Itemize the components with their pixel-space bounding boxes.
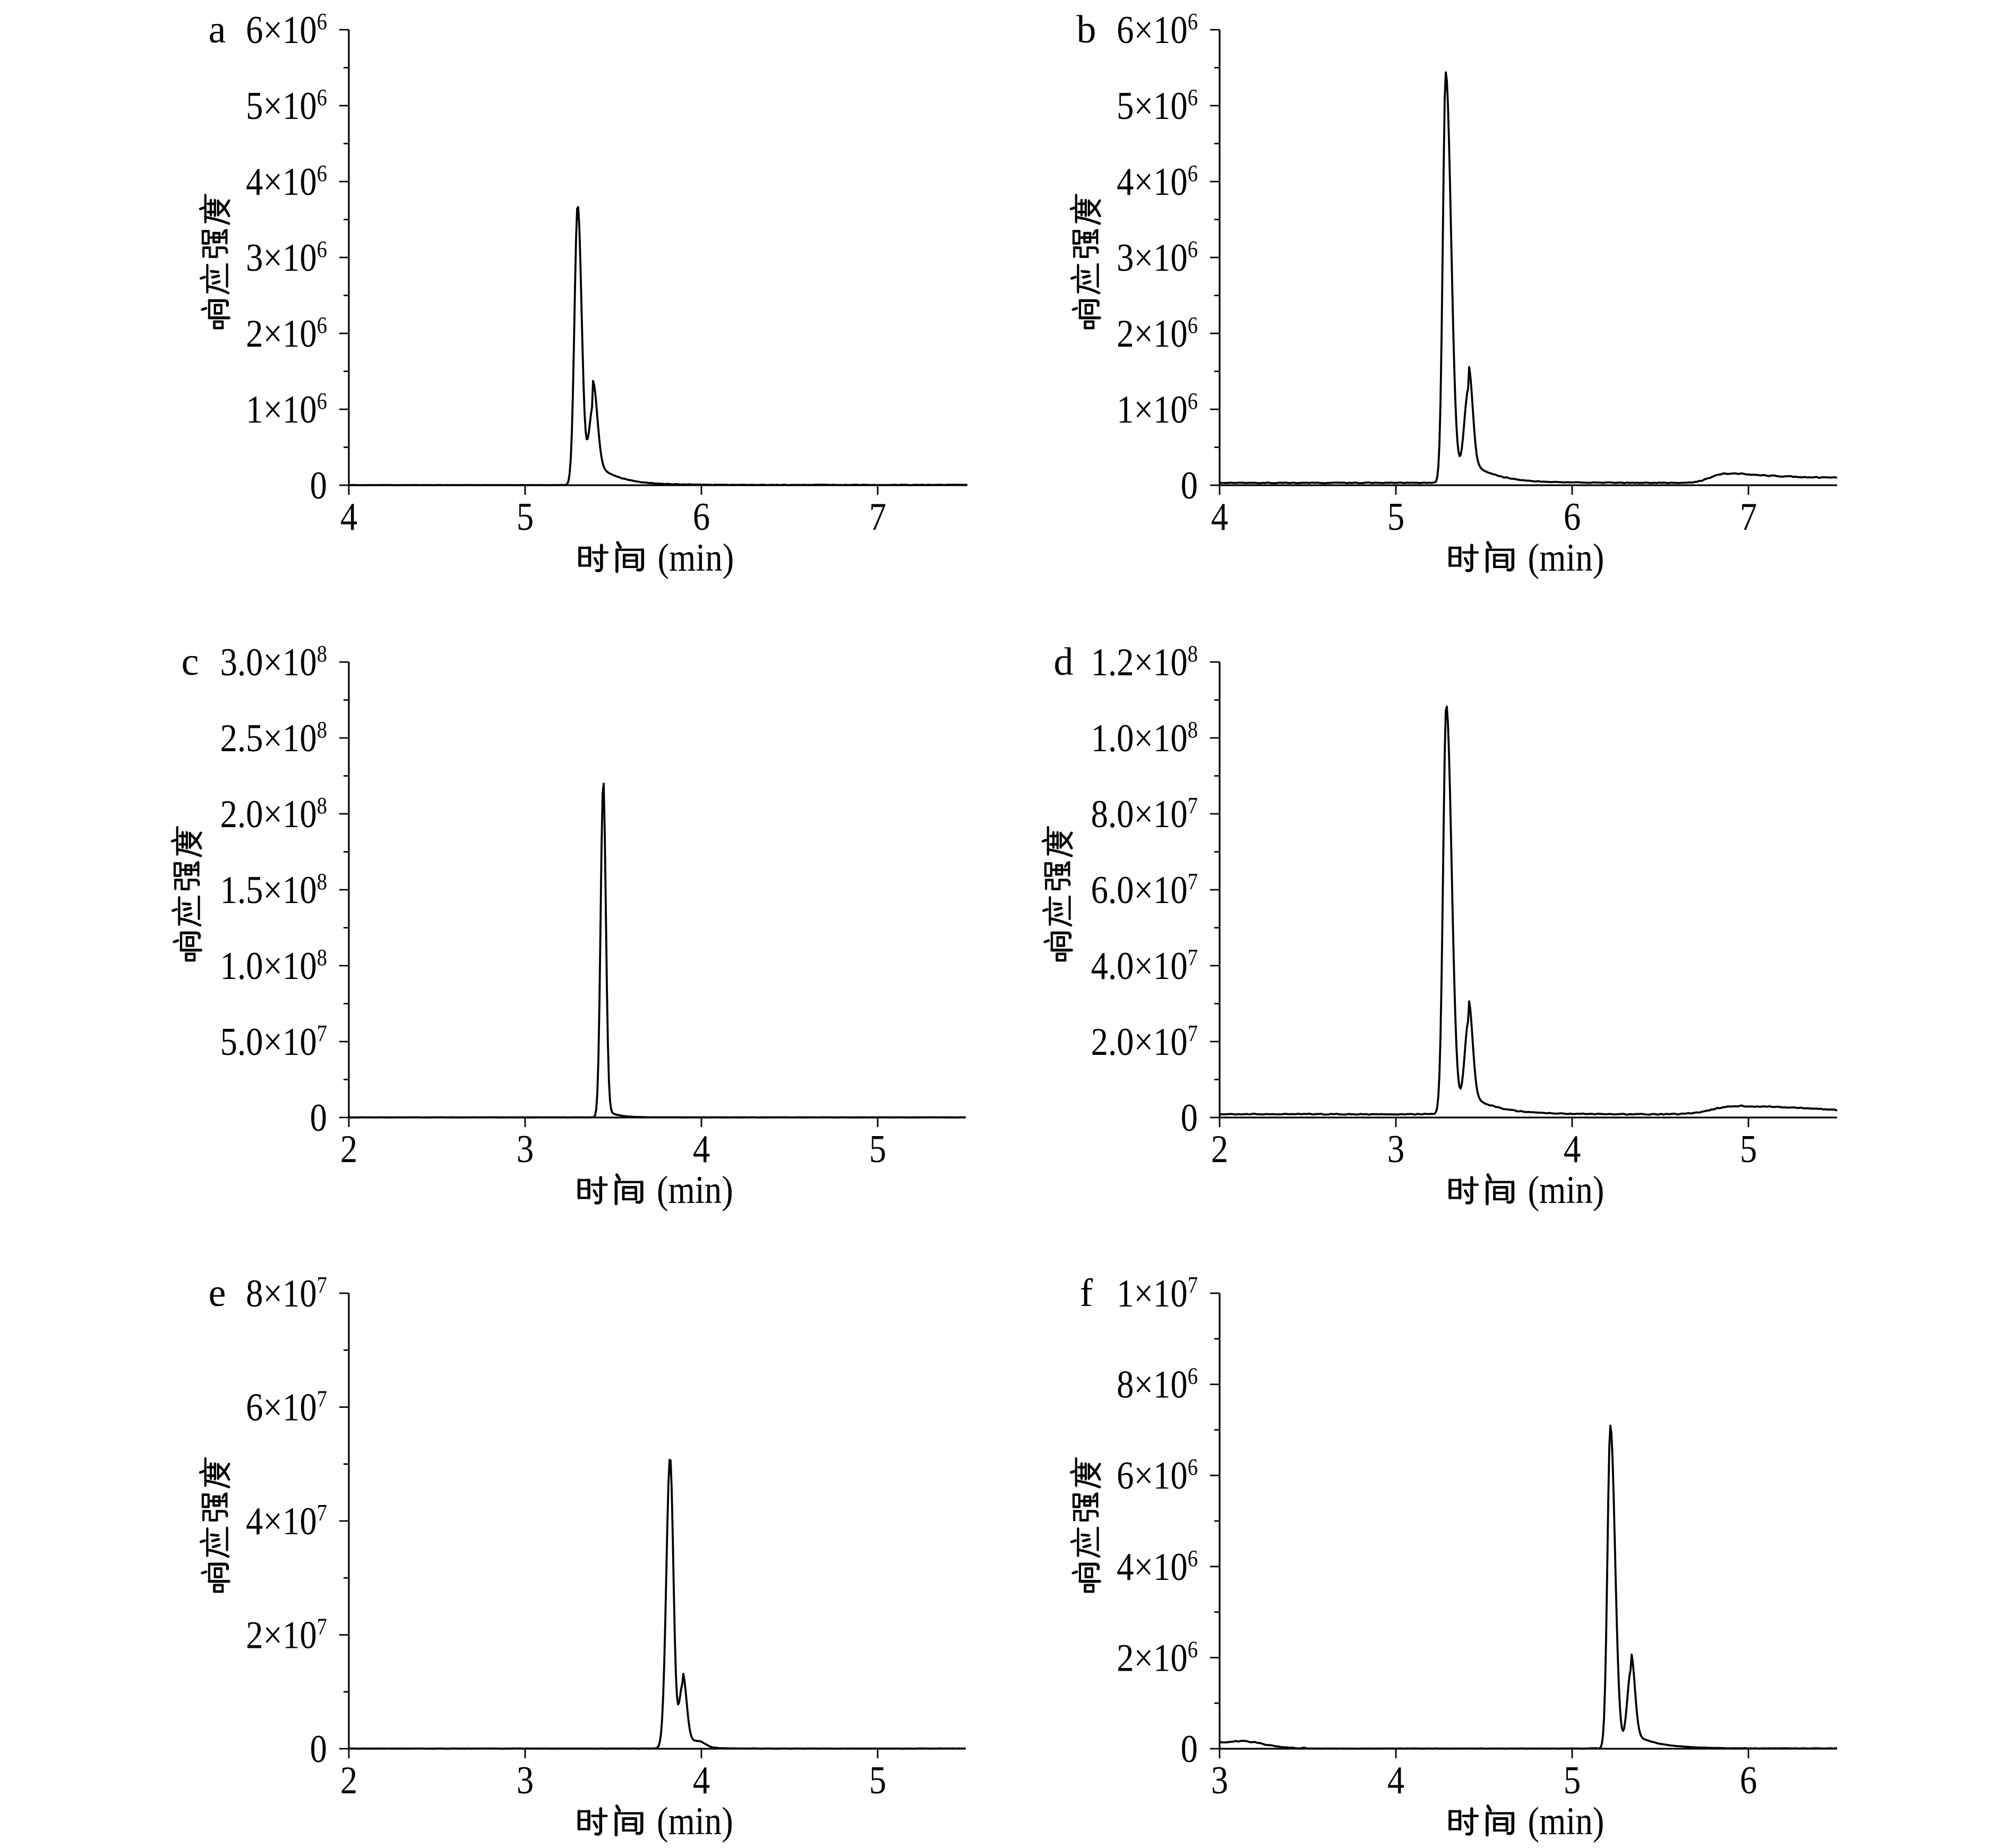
svg-text:(min): (min) <box>657 1168 733 1212</box>
svg-text:(min): (min) <box>1528 1800 1605 1843</box>
svg-text:1×106: 1×106 <box>1117 388 1198 432</box>
svg-text:4×106: 4×106 <box>1117 160 1198 204</box>
svg-text:5: 5 <box>869 1128 886 1171</box>
svg-text:5: 5 <box>1387 495 1404 539</box>
svg-text:8×107: 8×107 <box>246 1272 327 1316</box>
svg-text:(min): (min) <box>1528 536 1605 580</box>
svg-text:3×106: 3×106 <box>1117 236 1198 280</box>
svg-text:1.5×108: 1.5×108 <box>220 869 327 912</box>
svg-text:2.0×108: 2.0×108 <box>220 793 327 836</box>
svg-text:2.5×108: 2.5×108 <box>220 717 327 760</box>
svg-text:0: 0 <box>1181 1096 1198 1140</box>
svg-text:2.0×107: 2.0×107 <box>1091 1020 1198 1064</box>
svg-text:3: 3 <box>1211 1759 1228 1802</box>
svg-text:6: 6 <box>1740 1759 1757 1802</box>
svg-text:(min): (min) <box>657 1800 733 1843</box>
svg-text:4: 4 <box>1211 495 1228 539</box>
svg-text:5×106: 5×106 <box>246 84 327 128</box>
svg-text:6×106: 6×106 <box>246 8 327 52</box>
svg-text:6×106: 6×106 <box>1117 1454 1198 1498</box>
svg-text:5: 5 <box>1564 1759 1581 1802</box>
svg-text:2: 2 <box>1211 1128 1228 1171</box>
svg-text:1.2×108: 1.2×108 <box>1091 641 1198 684</box>
svg-text:2×106: 2×106 <box>1117 1636 1198 1680</box>
svg-text:b: b <box>1077 8 1096 51</box>
svg-text:7: 7 <box>869 495 886 539</box>
svg-text:8.0×107: 8.0×107 <box>1091 793 1198 836</box>
svg-text:0: 0 <box>310 1727 327 1771</box>
svg-text:4: 4 <box>1564 1128 1581 1171</box>
svg-text:7: 7 <box>1740 495 1757 539</box>
svg-text:(min): (min) <box>658 536 734 580</box>
svg-text:8×106: 8×106 <box>1117 1363 1198 1406</box>
svg-text:4×107: 4×107 <box>246 1500 327 1543</box>
svg-text:0: 0 <box>1181 1727 1198 1771</box>
svg-text:2: 2 <box>340 1128 357 1171</box>
svg-text:0: 0 <box>310 464 327 508</box>
svg-text:1×107: 1×107 <box>1117 1272 1198 1316</box>
svg-text:3: 3 <box>1387 1128 1404 1171</box>
svg-text:5.0×107: 5.0×107 <box>220 1020 327 1064</box>
svg-text:3.0×108: 3.0×108 <box>220 641 327 684</box>
svg-text:5×106: 5×106 <box>1117 84 1198 128</box>
svg-text:2×107: 2×107 <box>246 1613 327 1657</box>
svg-text:4×106: 4×106 <box>1117 1545 1198 1588</box>
svg-text:4: 4 <box>1387 1759 1404 1802</box>
svg-text:2: 2 <box>340 1759 357 1802</box>
svg-text:d: d <box>1054 640 1074 684</box>
svg-text:6.0×107: 6.0×107 <box>1091 869 1198 912</box>
svg-text:1.0×108: 1.0×108 <box>220 944 327 988</box>
svg-text:0: 0 <box>310 1096 327 1140</box>
svg-text:4×106: 4×106 <box>246 160 327 204</box>
svg-text:4: 4 <box>340 495 357 539</box>
svg-text:1×106: 1×106 <box>246 388 327 432</box>
svg-text:e: e <box>209 1271 226 1315</box>
svg-text:4: 4 <box>693 1759 710 1802</box>
svg-text:2×106: 2×106 <box>1117 312 1198 356</box>
svg-text:3: 3 <box>517 1128 534 1171</box>
svg-text:3: 3 <box>517 1759 534 1802</box>
svg-text:5: 5 <box>517 495 534 539</box>
svg-text:6×107: 6×107 <box>246 1386 327 1429</box>
svg-text:6: 6 <box>1564 495 1581 539</box>
svg-text:6: 6 <box>693 495 710 539</box>
svg-text:a: a <box>209 8 226 51</box>
svg-text:5: 5 <box>869 1759 886 1802</box>
svg-text:0: 0 <box>1181 464 1198 508</box>
svg-text:4.0×107: 4.0×107 <box>1091 944 1198 988</box>
svg-text:4: 4 <box>693 1128 710 1171</box>
svg-text:(min): (min) <box>1528 1168 1605 1212</box>
svg-text:1.0×108: 1.0×108 <box>1091 717 1198 760</box>
svg-text:2×106: 2×106 <box>246 312 327 356</box>
svg-text:f: f <box>1080 1271 1093 1315</box>
svg-text:6×106: 6×106 <box>1117 8 1198 52</box>
svg-text:5: 5 <box>1740 1128 1757 1171</box>
svg-text:3×106: 3×106 <box>246 236 327 280</box>
svg-text:c: c <box>182 640 199 684</box>
